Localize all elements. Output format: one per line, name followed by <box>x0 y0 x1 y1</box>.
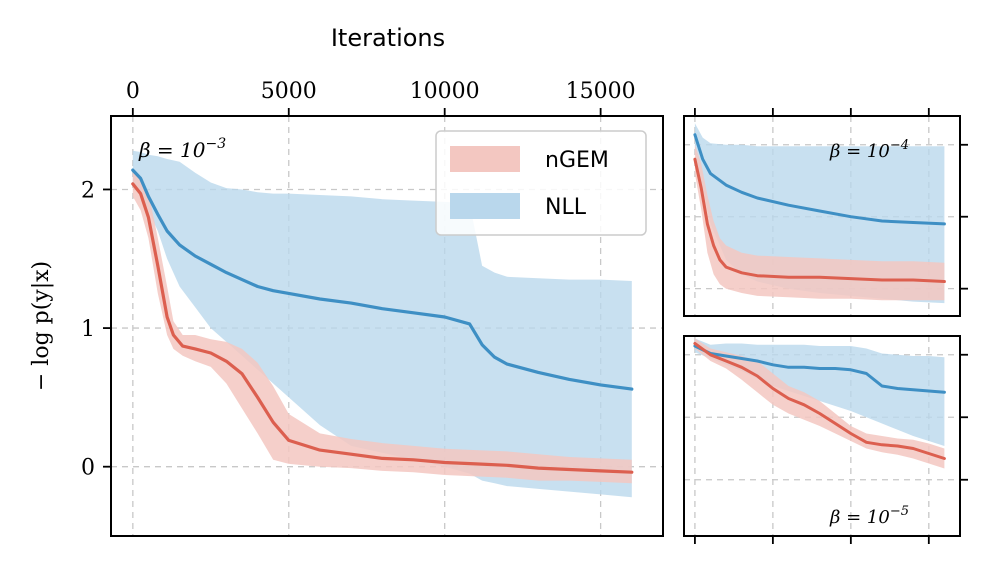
y-axis-title: − log p(y|x) <box>29 261 54 391</box>
main-band-nll <box>132 150 632 498</box>
legend-swatch-nll <box>450 193 520 219</box>
legend-label-ngem: nGEM <box>545 148 609 173</box>
br-line-nll <box>693 344 946 394</box>
main-line-ngem <box>131 182 634 474</box>
top-right-beta-exp: −4 <box>890 138 909 153</box>
bottom-right-x-ticks <box>694 536 930 544</box>
main-chart-panel: 0 5000 10000 15000 0 1 2 Iterations − log p(y… <box>29 24 664 537</box>
main-xtick-label-1: 5000 <box>261 79 317 104</box>
tr-line-ngem <box>693 157 946 283</box>
main-x-ticks: 0 5000 10000 15000 <box>126 79 636 116</box>
main-xtick-label-2: 10000 <box>410 79 480 104</box>
main-ytick-label-0: 0 <box>81 456 95 481</box>
top-right-y-ticks <box>960 143 968 290</box>
main-frame <box>110 115 664 537</box>
top-right-x-ticks <box>694 108 930 116</box>
top-right-beta-base: β = 10 <box>829 141 890 162</box>
tr-line-nll <box>693 133 946 226</box>
br-band-ngem <box>694 338 945 469</box>
main-ytick-label-1: 1 <box>81 317 95 342</box>
main-band-ngem <box>132 172 632 484</box>
bottom-right-frame <box>683 335 961 537</box>
bottom-right-bands <box>694 338 945 469</box>
main-bands <box>132 150 632 498</box>
main-lines <box>131 168 634 474</box>
top-right-bands <box>694 123 945 304</box>
bottom-right-chart-panel: β = 10−5 <box>683 335 968 544</box>
main-beta-annotation: β = 10−3 <box>138 136 226 162</box>
legend: nGEM NLL <box>435 130 647 236</box>
main-ytick-label-2: 2 <box>81 178 95 203</box>
bottom-right-beta-annotation: β = 10−5 <box>829 504 909 528</box>
top-x-axis-title: Iterations <box>331 24 445 52</box>
bottom-right-beta-exp: −5 <box>890 504 909 519</box>
bottom-right-lines <box>693 342 946 460</box>
top-right-chart-panel: β = 10−4 <box>683 108 968 317</box>
main-xtick-label-0: 0 <box>126 79 140 104</box>
legend-label-nll: NLL <box>545 195 587 220</box>
main-line-nll <box>131 168 634 391</box>
tr-band-ngem <box>694 144 945 301</box>
bottom-right-beta-base: β = 10 <box>829 507 890 528</box>
br-line-ngem <box>693 342 946 460</box>
top-right-lines <box>693 133 946 283</box>
main-xtick-label-3: 15000 <box>566 79 636 104</box>
top-right-beta-annotation: β = 10−4 <box>829 138 909 162</box>
main-beta-base: β = 10 <box>138 138 206 162</box>
main-y-ticks: 0 1 2 <box>81 178 111 481</box>
bottom-right-y-ticks <box>960 353 968 481</box>
main-beta-exp: −3 <box>205 136 226 152</box>
legend-swatch-ngem <box>450 146 520 172</box>
